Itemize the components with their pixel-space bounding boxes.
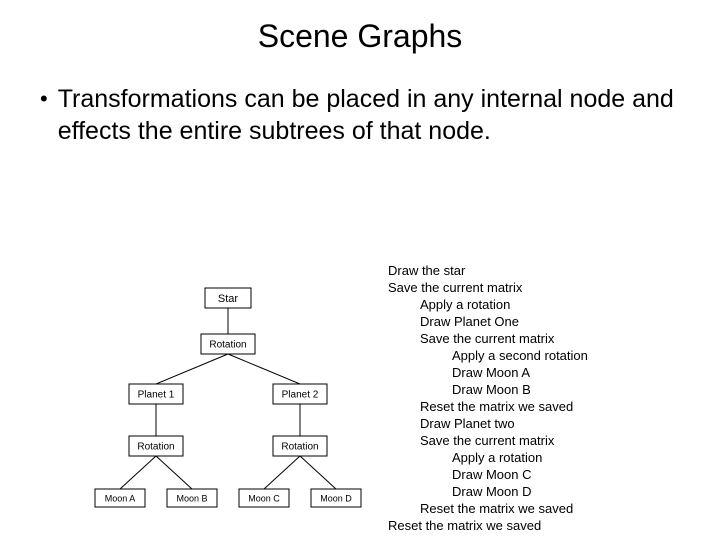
pseudocode-line: Reset the matrix we saved <box>388 398 588 415</box>
pseudocode-line: Draw the star <box>388 262 588 279</box>
lower-content: Star Rotation Planet 1 Planet 2 Rotation Rota… <box>0 256 720 556</box>
tree-edge <box>156 456 192 489</box>
tree-edge <box>156 354 228 384</box>
tree-node-label: Moon C <box>248 493 280 503</box>
tree-edge <box>300 456 336 489</box>
bullet-text: Transformations can be placed in any int… <box>58 83 680 147</box>
tree-node-label: Moon B <box>176 493 207 503</box>
pseudocode-line: Reset the matrix we saved <box>388 500 588 517</box>
bullet-block: • Transformations can be placed in any i… <box>40 83 680 147</box>
pseudocode-line: Save the current matrix <box>388 330 588 347</box>
pseudocode-line: Apply a rotation <box>388 449 588 466</box>
pseudocode-line: Draw Moon D <box>388 483 588 500</box>
page-title: Scene Graphs <box>0 18 720 55</box>
pseudocode-line: Save the current matrix <box>388 432 588 449</box>
pseudocode-line: Draw Moon A <box>388 364 588 381</box>
bullet-dot-icon: • <box>40 83 48 115</box>
tree-node-label: Star <box>218 293 239 305</box>
tree-node-label: Rotation <box>209 340 246 351</box>
pseudocode-line: Apply a rotation <box>388 296 588 313</box>
pseudocode-line: Save the current matrix <box>388 279 588 296</box>
tree-node-label: Rotation <box>137 442 174 453</box>
pseudocode-line: Draw Planet two <box>388 415 588 432</box>
tree-edge <box>120 456 156 489</box>
tree-node-label: Planet 1 <box>138 390 175 401</box>
tree-node-label: Planet 2 <box>282 390 319 401</box>
tree-diagram: Star Rotation Planet 1 Planet 2 Rotation Rota… <box>78 274 378 534</box>
pseudocode-line: Draw Moon B <box>388 381 588 398</box>
tree-edge <box>228 354 300 384</box>
pseudocode-line: Draw Planet One <box>388 313 588 330</box>
tree-node-label: Moon A <box>105 493 136 503</box>
pseudocode-line: Apply a second rotation <box>388 347 588 364</box>
tree-node-label: Rotation <box>281 442 318 453</box>
tree-edge <box>264 456 300 489</box>
pseudocode-block: Draw the starSave the current matrixAppl… <box>388 262 588 534</box>
pseudocode-line: Draw Moon C <box>388 466 588 483</box>
tree-node-label: Moon D <box>320 493 352 503</box>
pseudocode-line: Reset the matrix we saved <box>388 517 588 534</box>
